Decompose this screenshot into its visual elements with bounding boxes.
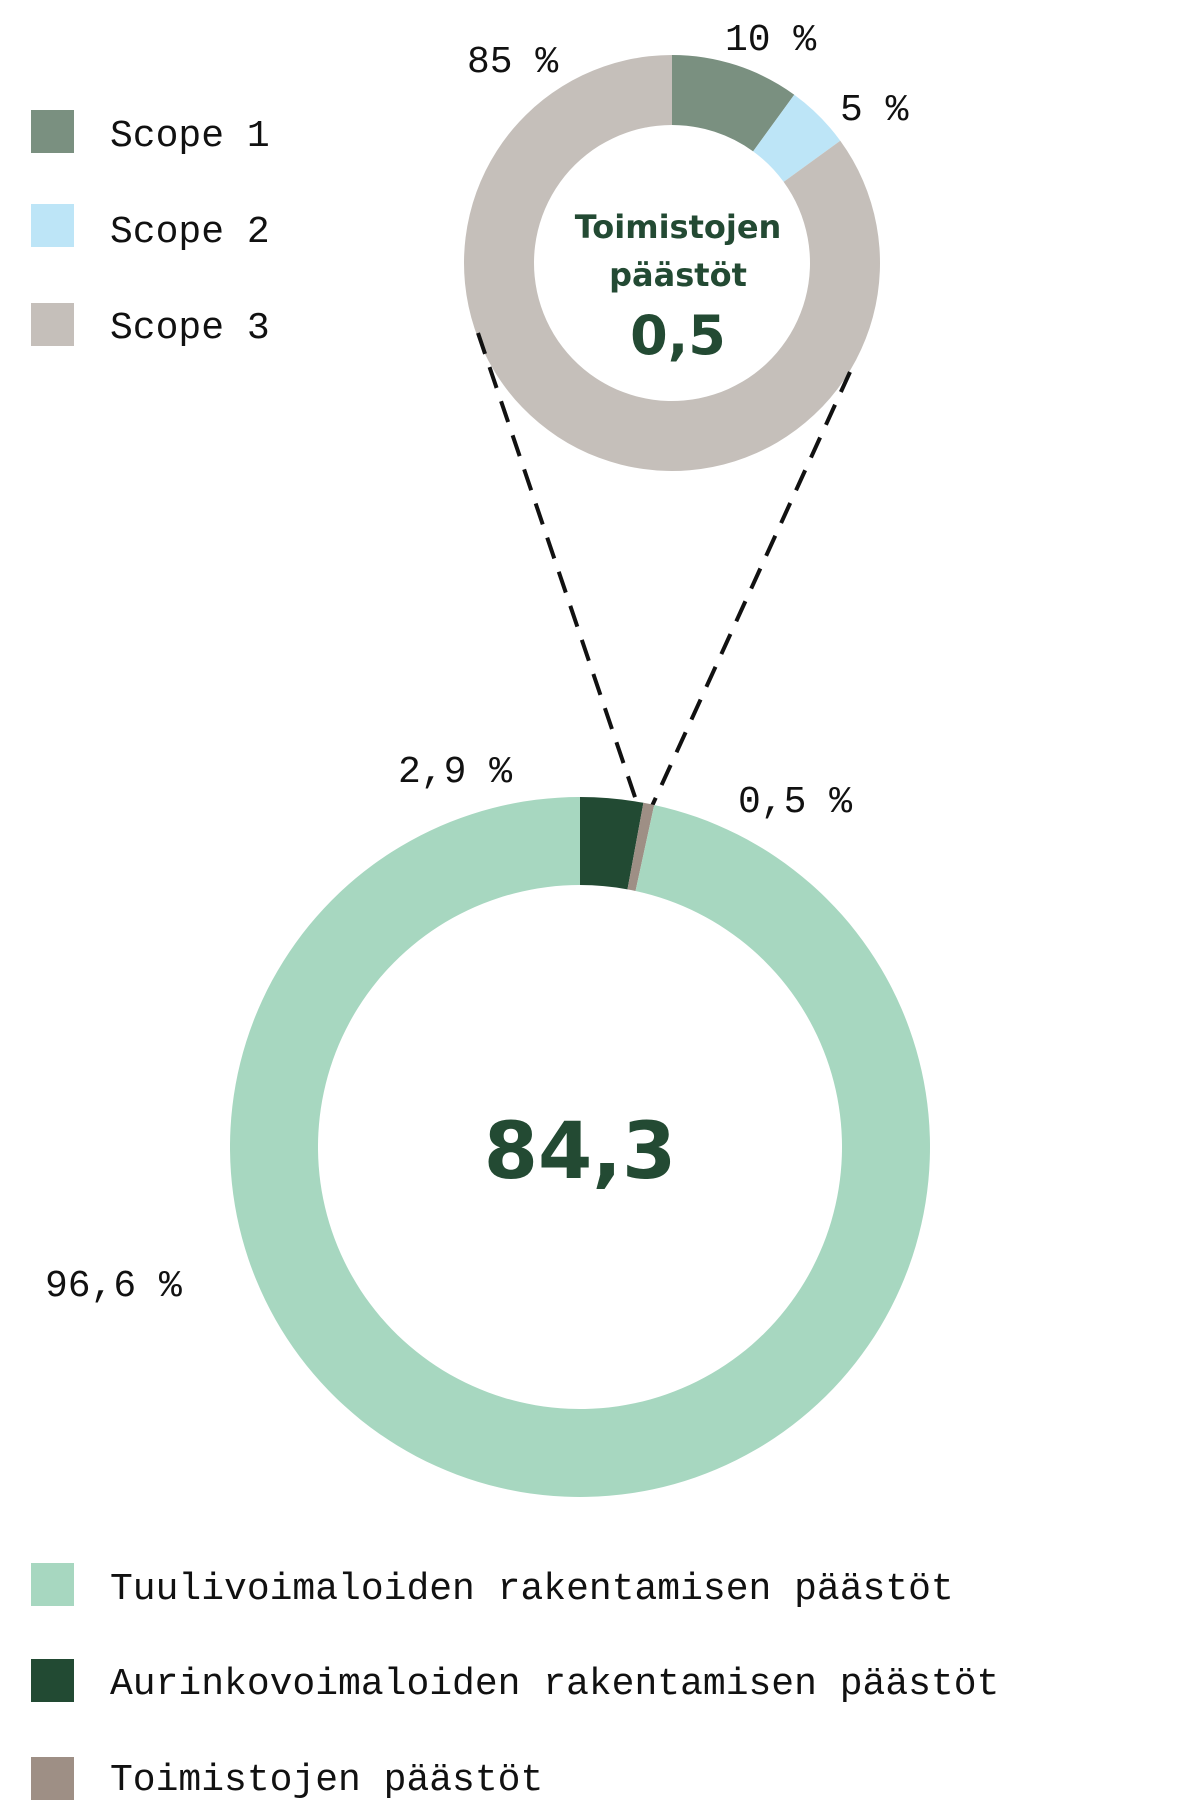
total-donut-slice-0 [580,797,644,890]
legend-swatch-solar [31,1659,74,1702]
legend-label-solar: Aurinkovoimaloiden rakentamisen päästöt [110,1663,999,1706]
connector-line-left [476,332,640,807]
legend-swatch-scope-3 [31,303,74,346]
bottom-label-wind: 96,6 % [45,1265,182,1308]
top-label-scope-2: 5 % [840,89,909,132]
total-donut-slice-1 [627,802,655,891]
connector-line-right [650,371,852,807]
bottom-donut-center-value: 84,3 [484,1107,676,1197]
office-donut-slice-2 [463,55,880,472]
office-donut-slice-0 [672,55,795,152]
top-donut-center-value: 0,5 [630,304,726,367]
top-label-scope-1: 10 % [725,19,816,62]
legend-swatch-wind [31,1563,74,1606]
legend-label-scope-3: Scope 3 [110,307,270,350]
top-label-scope-3: 85 % [467,41,558,84]
legend-swatch-scope-1 [31,110,74,153]
top-donut-center-title-line-2: päästöt [609,256,747,294]
top-donut-center-title-line-1: Toimistojen [575,208,782,246]
legend-label-scope-2: Scope 2 [110,211,270,254]
legend-label-scope-1: Scope 1 [110,115,270,158]
bottom-label-solar: 2,9 % [398,751,512,794]
bottom-label-office: 0,5 % [738,781,852,824]
office-donut-slice-1 [753,94,841,182]
legend-label-wind: Tuulivoimaloiden rakentamisen päästöt [110,1568,954,1611]
office-emissions-donut [463,55,880,472]
legend-swatch-office [31,1757,74,1800]
legend-label-office: Toimistojen päästöt [110,1759,543,1802]
total-emissions-donut [229,797,930,1498]
top-legend: Scope 1 Scope 2 Scope 3 [31,110,270,350]
legend-swatch-scope-2 [31,204,74,247]
bottom-legend: Tuulivoimaloiden rakentamisen päästöt Au… [31,1563,999,1802]
